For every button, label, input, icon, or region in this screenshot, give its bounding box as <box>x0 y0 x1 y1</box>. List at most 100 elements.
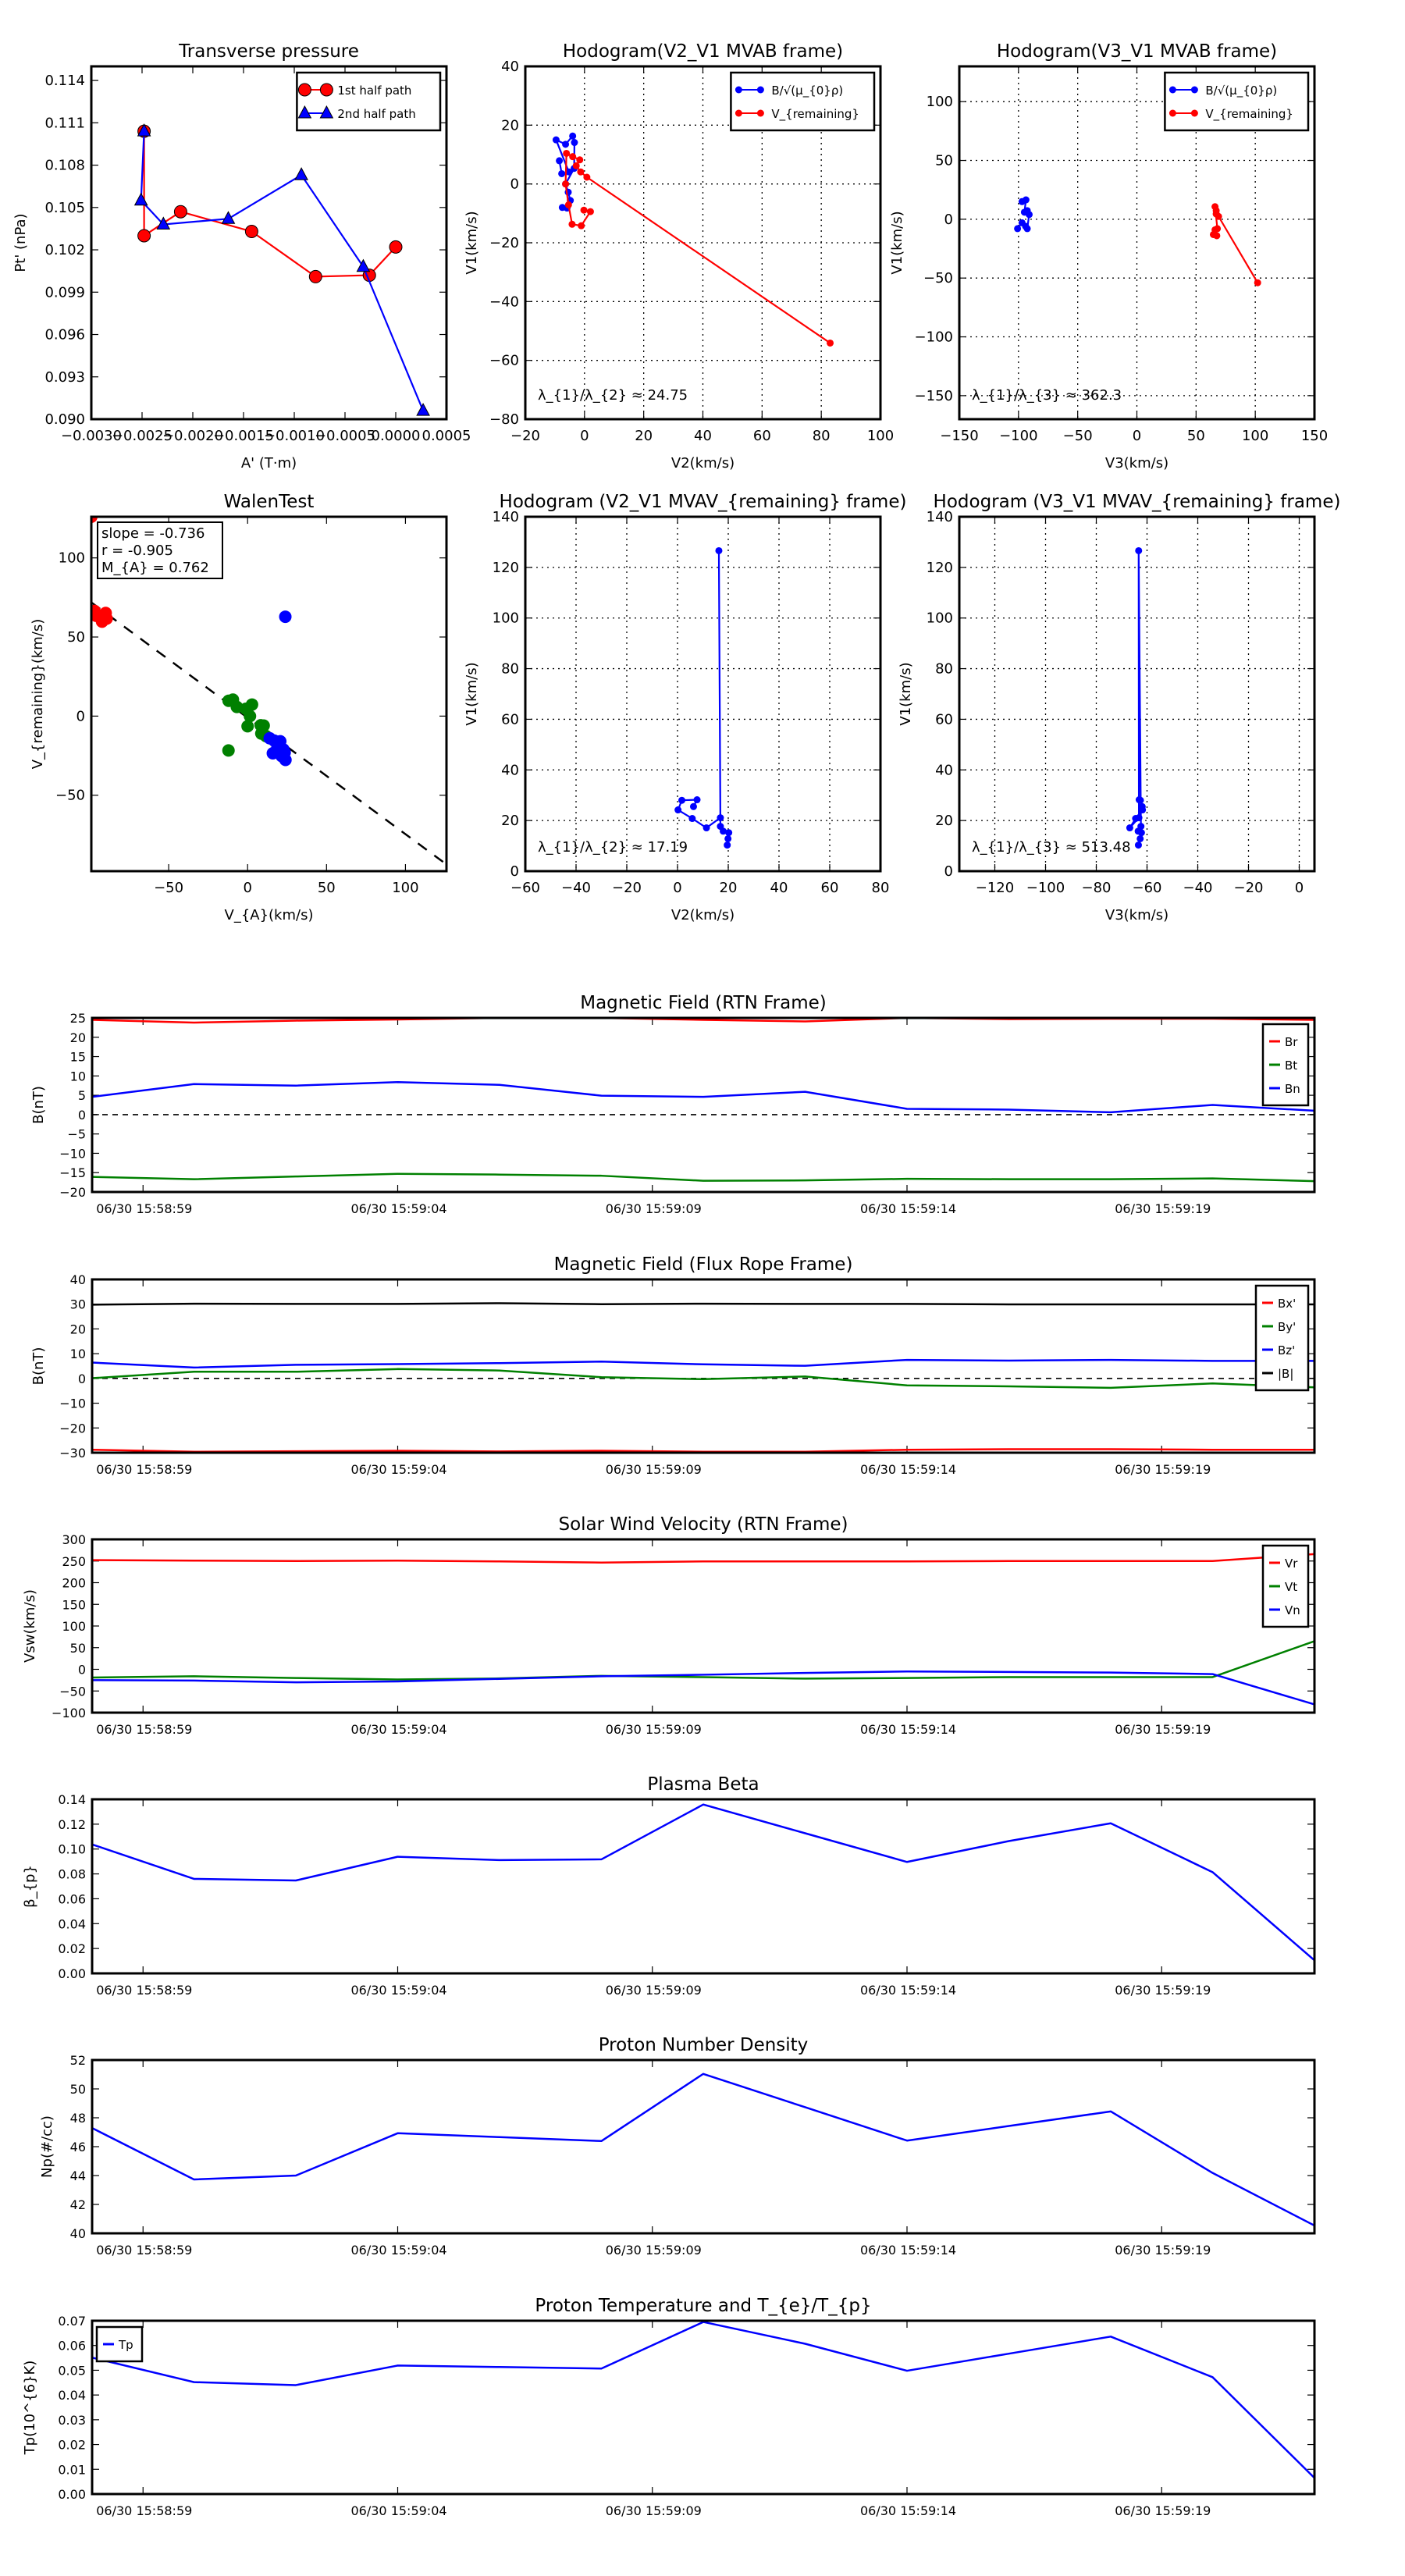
y-tick-label: 0 <box>78 1108 86 1123</box>
y-tick-label: 20 <box>501 117 519 133</box>
y-tick-label: 20 <box>501 813 519 829</box>
y-tick-label: 150 <box>62 1597 86 1612</box>
data-point-triangle <box>294 167 308 180</box>
chart-title: Magnetic Field (Flux Rope Frame) <box>554 1254 853 1275</box>
y-axis-label: V1(km/s) <box>464 662 480 725</box>
legend-label: Bt <box>1285 1059 1297 1073</box>
data-point <box>568 220 576 228</box>
data-point <box>562 180 570 188</box>
x-tick-label: 06/30 15:59:04 <box>351 2243 447 2258</box>
y-tick-label: 0.090 <box>44 411 85 428</box>
y-tick-label: 0.04 <box>58 1916 86 1931</box>
walen-fit-line <box>91 601 446 866</box>
y-tick-label: 0.02 <box>58 1941 86 1956</box>
data-point <box>1136 834 1144 842</box>
series-line <box>92 2073 1314 2227</box>
plot-content <box>92 1803 1314 1962</box>
x-tick-label: 06/30 15:59:14 <box>860 1462 956 1477</box>
y-tick-label: 0.108 <box>44 158 85 174</box>
y-tick-label: 140 <box>493 509 519 525</box>
x-tick-label: −20 <box>612 880 642 896</box>
data-point <box>1168 86 1176 94</box>
x-tick-label: −20 <box>510 428 540 444</box>
axes-frame <box>91 2058 1316 2235</box>
y-tick-label: 0 <box>944 212 953 228</box>
y-axis-label: V1(km/s) <box>898 662 914 725</box>
y-tick-label: 20 <box>70 1322 86 1336</box>
series-bt <box>92 1172 1314 1183</box>
y-tick-label: 52 <box>70 2053 86 2068</box>
y-tick-label: 100 <box>59 550 85 567</box>
x-tick-label: −120 <box>976 880 1014 896</box>
y-tick-label: 0 <box>944 863 953 880</box>
y-tick-label: 100 <box>493 610 519 627</box>
data-point <box>562 141 570 148</box>
data-point-circle <box>389 240 403 254</box>
data-point-triangle <box>137 123 151 137</box>
x-tick-label: 0 <box>243 880 251 896</box>
x-tick-label: 100 <box>392 880 418 896</box>
x-tick-label: 06/30 15:59:04 <box>351 1201 447 1216</box>
axes-frame <box>91 1016 1316 1194</box>
y-tick-label: 0.03 <box>58 2413 86 2428</box>
x-axis-label: A' (T·m) <box>241 455 297 471</box>
y-tick-label: 0.102 <box>44 242 85 258</box>
x-tick-label: −50 <box>1063 428 1093 444</box>
series-line <box>92 1302 1314 1306</box>
y-tick-label: 0.12 <box>58 1817 86 1832</box>
x-tick-label: 06/30 15:59:14 <box>860 2243 956 2258</box>
data-point-triangle <box>297 105 312 119</box>
eigenvalue-ratio-annotation: λ_{1}/λ_{2} ≈ 17.19 <box>538 839 688 856</box>
y-tick-label: 42 <box>70 2197 86 2212</box>
y-tick-label: 120 <box>493 560 519 576</box>
plot-area <box>959 517 1314 871</box>
chart-title: Hodogram (V3_V1 MVAV_{remaining} frame) <box>934 492 1341 512</box>
data-point <box>244 710 257 723</box>
series-v-remaining <box>562 149 834 347</box>
legend-entry-vt: Vt <box>1269 1580 1297 1594</box>
y-tick-label: 40 <box>935 762 953 778</box>
data-point-triangle <box>133 192 148 206</box>
x-tick-label: −0.0005 <box>315 428 375 444</box>
data-point <box>563 149 571 157</box>
series-line <box>92 1670 1314 1706</box>
x-tick-label: 50 <box>318 880 336 896</box>
legend-entry-bt: Bt <box>1269 1059 1297 1073</box>
data-point <box>688 815 696 823</box>
data-point <box>586 208 594 215</box>
chart-title: Hodogram(V2_V1 MVAB frame) <box>563 41 843 62</box>
legend: 1st half path 2nd half path <box>296 71 442 132</box>
y-tick-label: −50 <box>59 1684 86 1699</box>
y-tick-label: −20 <box>59 1185 86 1200</box>
y-tick-label: 50 <box>70 2082 86 2097</box>
data-point <box>1135 796 1143 804</box>
y-tick-label: −5 <box>67 1127 86 1142</box>
plot-content <box>133 123 430 416</box>
y-tick-label: 100 <box>927 94 953 110</box>
x-tick-label: 100 <box>867 428 894 444</box>
x-tick-label: 06/30 15:59:19 <box>1115 1983 1211 1998</box>
hodogram-v2-v1-mvav-chart: −60 −40 −20 0 20 40 60 80 0 20 40 60 80 100 120 140Hodo… <box>464 492 906 923</box>
series-b-0 <box>552 132 578 212</box>
legend-label: Vn <box>1285 1603 1300 1617</box>
data-point-circle <box>319 83 333 97</box>
data-point <box>564 201 572 208</box>
data-point <box>245 698 258 711</box>
data-point <box>1023 225 1031 233</box>
y-tick-label: −50 <box>923 270 953 286</box>
x-tick-label: −0.0010 <box>264 428 325 444</box>
y-tick-label: 0.08 <box>58 1867 86 1882</box>
x-tick-label: 06/30 15:58:59 <box>96 2503 192 2518</box>
x-tick-label: 06/30 15:59:19 <box>1115 1201 1211 1216</box>
y-tick-label: −80 <box>489 411 519 428</box>
legend: Br Bt Bn <box>1261 1023 1310 1107</box>
x-tick-label: 20 <box>720 880 738 896</box>
y-tick-label: 0.00 <box>58 2487 86 2502</box>
y-tick-label: 20 <box>935 813 953 829</box>
y-tick-label: 20 <box>70 1030 86 1045</box>
stats-line: slope = -0.736 <box>101 525 205 542</box>
plasma-beta-chart: 06/30 15:58:59 06/30 15:59:04 06/30 15:59:… <box>22 1774 1316 1998</box>
data-point <box>572 162 580 169</box>
y-axis-label: V1(km/s) <box>889 211 905 274</box>
x-tick-label: 80 <box>872 880 890 896</box>
